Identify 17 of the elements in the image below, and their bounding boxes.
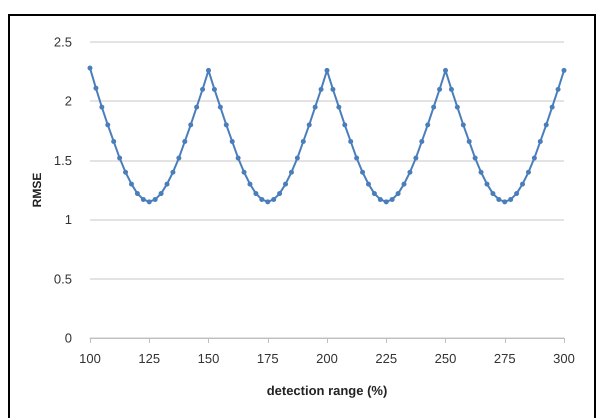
x-tick-label: 275	[494, 351, 516, 366]
x-tick-label: 225	[375, 351, 398, 366]
x-tick-label: 300	[553, 351, 575, 366]
y-tick-label: 1.5	[54, 152, 72, 168]
y-tick-label: 0	[64, 330, 72, 346]
y-tick-label: 2	[64, 94, 72, 109]
x-tick-label: 100	[79, 351, 101, 366]
x-tick-label: 175	[256, 351, 279, 366]
y-axis-title: RMSE	[30, 172, 44, 208]
x-tick-label: 250	[434, 351, 456, 366]
x-tick-label: 125	[138, 351, 160, 366]
x-axis-title: detection range (%)	[266, 383, 388, 398]
y-tick-label: 1	[64, 212, 72, 228]
y-tick-label: 0.5	[54, 271, 72, 286]
x-tick-label: 200	[316, 351, 338, 366]
y-tick-label: 2.5	[54, 34, 72, 50]
x-tick-label: 150	[198, 351, 220, 366]
